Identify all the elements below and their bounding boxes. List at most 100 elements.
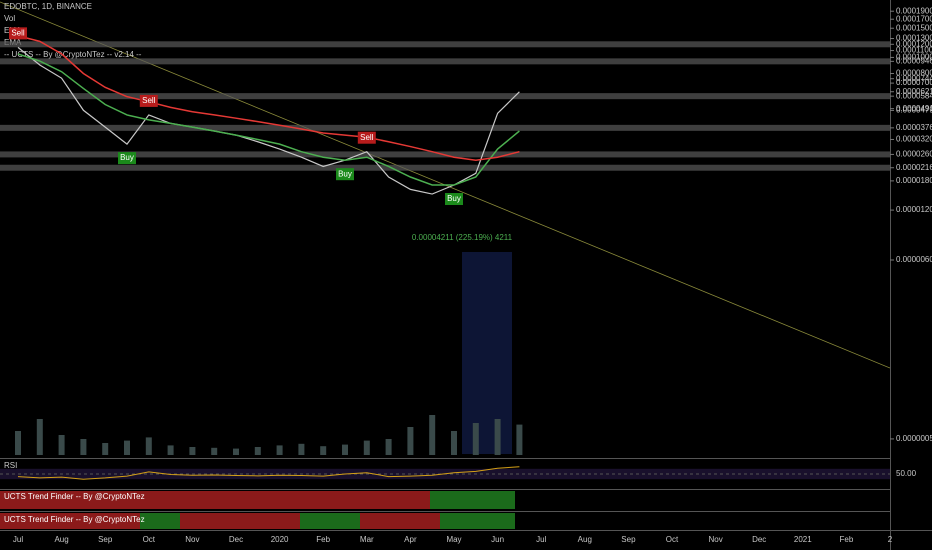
pane-label: RSI — [4, 461, 17, 470]
x-tick-label: Aug — [578, 535, 592, 544]
y-tick-label: 0.00000050 — [896, 434, 932, 443]
volume-bar — [167, 445, 174, 455]
legend-entry: Vol — [4, 14, 15, 23]
volume-bar — [145, 437, 152, 455]
x-tick-label: 2020 — [271, 535, 289, 544]
zone — [0, 58, 890, 65]
x-tick-label: Sep — [621, 535, 636, 544]
signal-label: Sell — [142, 96, 156, 105]
volume-bar — [494, 419, 501, 455]
zone — [0, 93, 890, 100]
zone — [0, 41, 890, 48]
trend-finder-bars — [0, 491, 515, 509]
trend-finder-bars — [0, 513, 515, 529]
x-tick-label: Jul — [536, 535, 546, 544]
volume-bar — [102, 443, 109, 455]
volume-bar — [211, 447, 218, 455]
axis-divider — [890, 0, 891, 550]
pane-label: UCTS Trend Finder -- By @CryptoNTez — [4, 492, 145, 501]
legend-entry: -- UCTS -- By @CryptoNTez -- v2.14 -- — [4, 50, 142, 59]
measure-label: 0.00004211 (225.19%) 4211 — [412, 233, 513, 242]
signal-badge — [9, 27, 27, 40]
rsi-line — [17, 466, 520, 480]
ema-line — [17, 53, 520, 186]
y-tick-label: 0.00002161 — [896, 163, 932, 172]
volume-bar — [276, 445, 283, 455]
signal-badge — [118, 152, 136, 165]
volume-bar — [189, 447, 196, 455]
pane-label: UCTS Trend Finder -- By @CryptoNTez — [4, 515, 145, 524]
zone — [0, 164, 890, 171]
volume-bar — [472, 423, 479, 455]
signal-label: Buy — [338, 169, 352, 178]
volume-bar — [58, 435, 65, 455]
x-tick-label: Mar — [360, 535, 374, 544]
volume-bar — [407, 427, 414, 455]
volume-bar — [36, 419, 43, 455]
x-tick-label: Nov — [708, 535, 722, 544]
trend-finder-bars — [300, 513, 360, 529]
volume-bar — [320, 446, 327, 455]
x-tick-label: Dec — [229, 535, 243, 544]
volume-bar — [516, 424, 523, 455]
x-tick-label: Jun — [491, 535, 504, 544]
x-tick-label: Jul — [13, 535, 23, 544]
volume-bar — [15, 431, 21, 455]
volume-bar — [429, 415, 436, 455]
signal-badge — [336, 168, 354, 181]
measure-box — [462, 252, 512, 454]
signal-badge — [357, 131, 376, 144]
x-tick-label: Dec — [752, 535, 766, 544]
signal-label: Buy — [120, 153, 134, 162]
pane-divider — [0, 511, 890, 512]
volume-bar — [385, 439, 392, 455]
trend-finder-bars — [140, 513, 180, 529]
signal-label: Buy — [447, 194, 461, 203]
signal-badge — [445, 193, 463, 206]
x-tick-label: Oct — [143, 535, 156, 544]
price-line — [17, 46, 520, 195]
y-tick-label: 0.00009469 — [896, 56, 932, 65]
x-tick-label: 2 — [888, 535, 893, 544]
trend-finder-bars — [440, 513, 515, 529]
x-tick-label: 2021 — [794, 535, 812, 544]
pane-divider — [0, 489, 890, 490]
x-tick-label: Feb — [840, 535, 854, 544]
volume-bar — [451, 431, 457, 455]
volume-bar — [298, 443, 305, 455]
zone — [0, 124, 890, 131]
volume-bar — [233, 448, 239, 455]
x-tick-label: Feb — [316, 535, 330, 544]
volume-bar — [124, 440, 130, 455]
pane-divider — [0, 530, 932, 531]
y-tick-label: 50.00 — [896, 469, 917, 478]
x-tick-label: Nov — [185, 535, 199, 544]
x-tick-label: Apr — [404, 535, 417, 544]
signal-label: Sell — [11, 28, 25, 37]
ema-line — [17, 35, 520, 161]
volume-bar — [342, 444, 348, 455]
x-tick-label: Sep — [98, 535, 113, 544]
x-tick-label: May — [446, 535, 461, 544]
chart-title: EDOBTC, 1D, BINANCE — [4, 2, 92, 11]
x-tick-label: Aug — [54, 535, 68, 544]
